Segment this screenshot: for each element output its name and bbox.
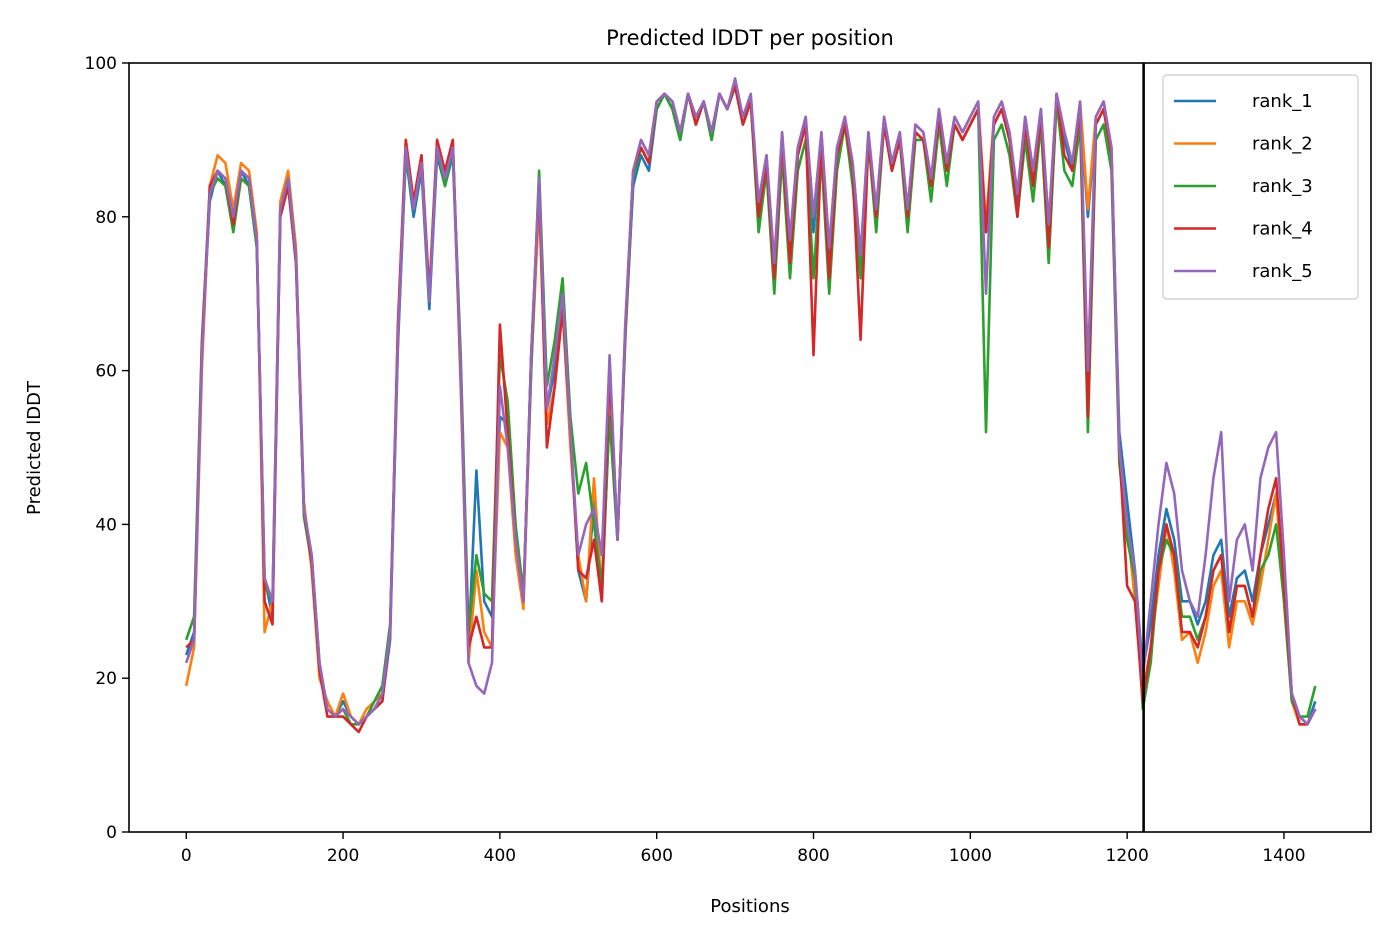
x-axis-label: Positions [710, 896, 789, 917]
y-axis-ticks: 0 20 40 60 80 100 [85, 54, 129, 843]
legend-label-rank_2: rank_2 [1252, 134, 1313, 155]
series-line-rank_5 [184, 77, 1317, 726]
legend-label-rank_4: rank_4 [1252, 219, 1313, 240]
x-tick-label: 1200 [1106, 846, 1149, 866]
x-tick-label: 200 [327, 846, 359, 866]
legend: rank_1 rank_2 rank_3 rank_4 rank_5 [1162, 74, 1359, 300]
y-tick-label: 20 [95, 669, 117, 689]
x-tick-label: 1400 [1262, 846, 1305, 866]
x-tick-label: 600 [640, 846, 672, 866]
legend-label-rank_1: rank_1 [1252, 91, 1313, 112]
x-tick-label: 800 [797, 846, 829, 866]
plot-frame [128, 62, 1372, 833]
legend-label-rank_3: rank_3 [1252, 176, 1313, 197]
y-tick-label: 100 [85, 54, 117, 74]
y-axis-label: Predicted lDDT [24, 380, 45, 515]
chart-title: Predicted lDDT per position [606, 26, 894, 50]
y-tick-label: 80 [95, 208, 117, 228]
y-tick-label: 60 [95, 362, 117, 382]
y-tick-label: 40 [95, 515, 117, 535]
legend-box [1162, 74, 1359, 300]
y-tick-label: 0 [106, 823, 117, 843]
x-tick-label: 0 [181, 846, 192, 866]
series-layer [184, 77, 1317, 734]
x-tick-label: 400 [484, 846, 516, 866]
x-tick-label: 1000 [949, 846, 992, 866]
x-axis-ticks: 0 200 400 600 800 1000 1200 1400 [181, 832, 1306, 866]
legend-label-rank_5: rank_5 [1252, 261, 1313, 282]
